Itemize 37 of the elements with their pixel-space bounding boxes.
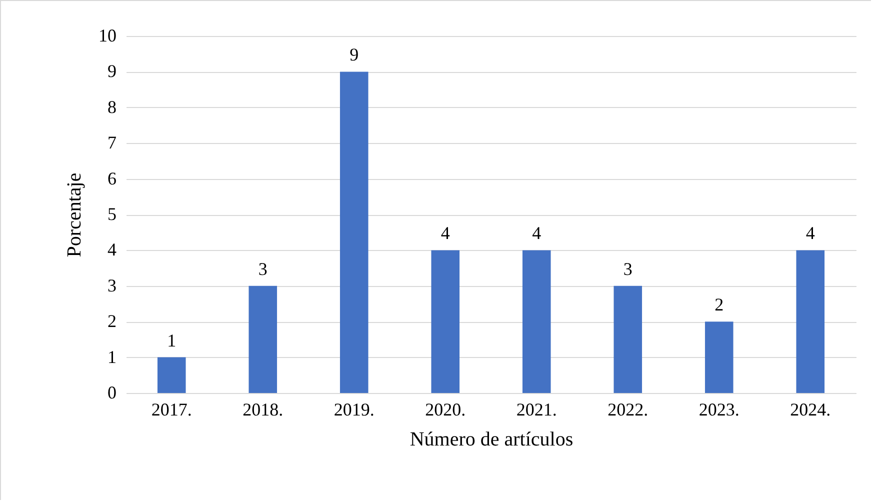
y-tick-label: 1 [108, 346, 116, 367]
y-axis-title: Porcentaje [64, 172, 86, 258]
data-label: 3 [623, 258, 632, 279]
x-tick-label: 2020. [425, 400, 466, 420]
y-tick-label: 10 [98, 26, 116, 46]
bar [614, 286, 642, 393]
x-tick-label: 2021. [516, 400, 557, 420]
x-axis-title: Número de artículos [410, 428, 574, 450]
bar [431, 250, 460, 393]
y-tick-label: 8 [108, 96, 116, 117]
x-tick-label: 2017. [151, 400, 192, 420]
data-label: 9 [350, 44, 359, 65]
x-tick-label: 2018. [242, 400, 284, 420]
y-tick-label: 4 [108, 240, 116, 260]
y-tick-label: 2 [108, 311, 116, 332]
data-label: 4 [440, 223, 450, 244]
bar [522, 250, 551, 393]
data-label: 2 [714, 294, 724, 315]
bar [340, 72, 368, 393]
bar [248, 286, 278, 393]
x-tick-label: 2024. [790, 400, 831, 420]
y-tick-label: 9 [108, 61, 116, 82]
data-label: 1 [167, 330, 176, 350]
y-tick-label: 6 [108, 168, 116, 188]
x-tick-label: 2023. [698, 400, 740, 420]
x-tick-label: 2019. [334, 400, 374, 420]
bar [796, 250, 825, 393]
y-tick-label: 5 [108, 204, 116, 224]
y-tick-label: 7 [108, 132, 116, 153]
x-tick-label: 2022. [608, 400, 648, 420]
y-tick-label: 3 [108, 275, 116, 296]
bar [157, 357, 186, 393]
data-label: 3 [258, 258, 268, 279]
data-label: 4 [532, 223, 542, 244]
y-tick-label: 0 [108, 382, 116, 402]
data-label: 4 [806, 223, 815, 244]
bar [704, 322, 734, 393]
